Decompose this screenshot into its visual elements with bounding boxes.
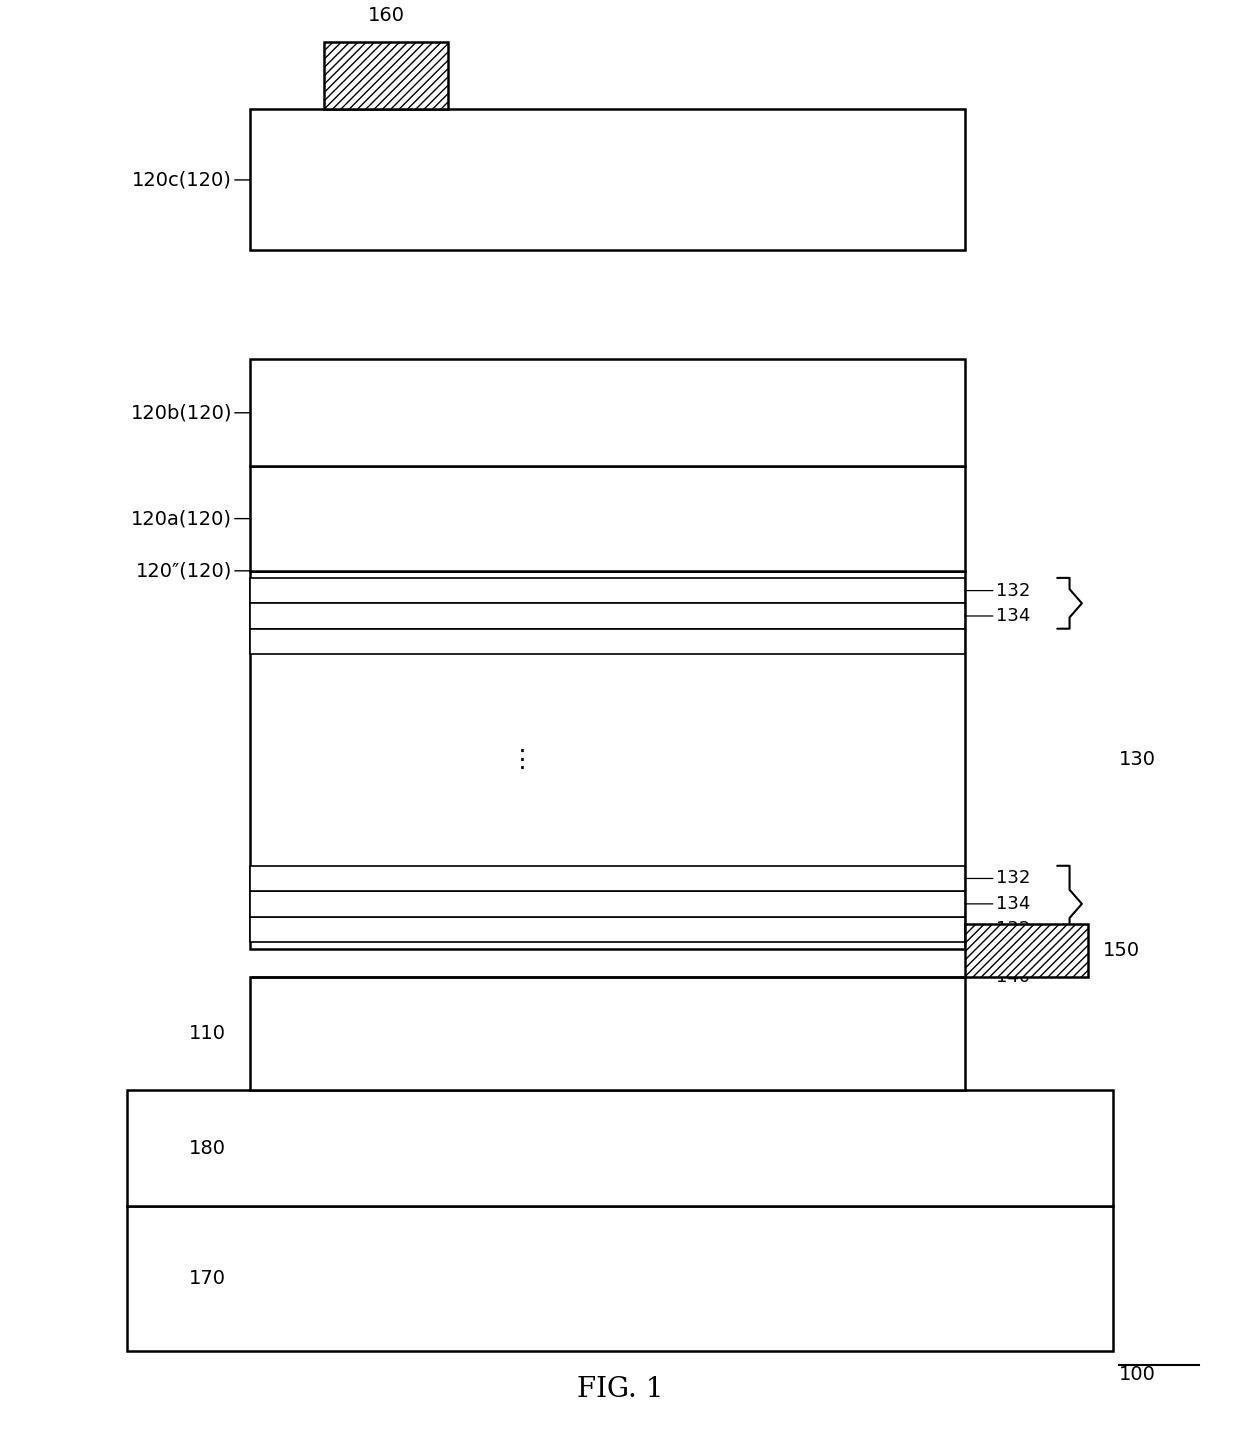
Text: ⋮: ⋮ (510, 748, 534, 772)
Bar (250, 629, 965, 653)
Text: 130: 130 (1118, 751, 1156, 770)
Text: 150: 150 (1102, 941, 1140, 960)
Text: 134: 134 (965, 894, 1030, 913)
Text: 120″(120): 120″(120) (135, 562, 250, 580)
Bar (250, 917, 965, 941)
Bar (250, 977, 965, 1091)
Text: 120c(120): 120c(120) (133, 171, 250, 189)
Text: 132: 132 (965, 582, 1030, 599)
Text: FIG. 1: FIG. 1 (577, 1377, 663, 1403)
Bar (250, 603, 965, 629)
Bar (250, 466, 965, 570)
Bar (250, 570, 965, 949)
Bar (250, 891, 965, 917)
Text: 170: 170 (188, 1270, 226, 1288)
Bar (325, 42, 448, 109)
Text: 100: 100 (1118, 1366, 1156, 1384)
Text: 110: 110 (188, 1025, 226, 1043)
Bar (250, 577, 965, 603)
Text: 132: 132 (965, 920, 1030, 939)
Bar (128, 1091, 1112, 1205)
Text: 180: 180 (188, 1138, 226, 1158)
Text: 140: 140 (965, 969, 1029, 986)
Bar (128, 1205, 1112, 1351)
Text: 120b(120): 120b(120) (130, 403, 250, 423)
Bar (250, 109, 965, 251)
Bar (250, 360, 965, 466)
Bar (250, 866, 965, 891)
Text: 132: 132 (965, 870, 1030, 887)
Text: 134: 134 (965, 608, 1030, 625)
Text: 160: 160 (367, 6, 404, 24)
Text: 120a(120): 120a(120) (131, 509, 250, 529)
Bar (965, 924, 1087, 977)
